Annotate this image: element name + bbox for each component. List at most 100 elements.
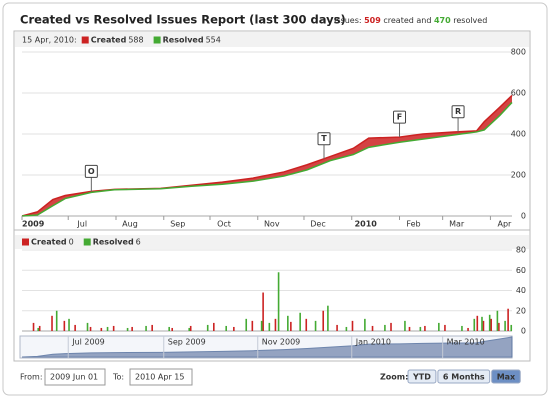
bar xyxy=(364,318,366,331)
bar xyxy=(498,322,500,331)
bar xyxy=(89,326,92,331)
x-tick-label: Sep xyxy=(170,220,185,229)
flag-label: F xyxy=(397,113,402,122)
bar xyxy=(287,315,289,331)
y-tick-label: 600 xyxy=(511,89,526,98)
zoom-label: Zoom: xyxy=(380,373,408,382)
y-tick-label: 0 xyxy=(521,327,526,336)
bar xyxy=(305,318,308,331)
bar xyxy=(171,327,174,331)
issues-summary: Issues: 509 created and 470 resolved xyxy=(334,16,487,25)
bar xyxy=(476,315,479,331)
bar xyxy=(488,314,491,331)
bar xyxy=(260,320,263,331)
bar xyxy=(510,324,513,331)
bar xyxy=(507,308,509,331)
x-tick-label: 2009 xyxy=(22,220,45,229)
bar xyxy=(51,315,53,331)
y-tick-label: 200 xyxy=(511,171,526,180)
series-line xyxy=(21,94,513,217)
zoom-button[interactable] xyxy=(437,369,491,384)
legend-name: Resolved xyxy=(93,238,134,247)
zoom-button[interactable] xyxy=(491,369,521,384)
bar xyxy=(74,324,76,331)
to-input[interactable] xyxy=(129,368,193,386)
legend-swatch xyxy=(81,36,89,44)
bar xyxy=(438,322,440,331)
bar xyxy=(490,318,492,331)
bar xyxy=(37,327,40,331)
bar xyxy=(314,320,317,331)
zoom-button-label: 6 Months xyxy=(443,373,485,382)
bar xyxy=(461,325,463,331)
summary-prefix: Issues: xyxy=(334,16,362,25)
legend-bar xyxy=(15,32,529,47)
bar xyxy=(384,324,386,331)
y-tick-label: 60 xyxy=(516,266,526,275)
bar xyxy=(68,318,70,331)
from-input[interactable] xyxy=(44,368,106,386)
x-tick-label: Feb xyxy=(406,220,420,229)
to-value: 2010 Apr 15 xyxy=(135,373,184,382)
bar xyxy=(467,327,469,331)
bar xyxy=(473,318,476,331)
bar xyxy=(168,326,170,331)
bar xyxy=(424,325,426,331)
bar xyxy=(274,318,277,331)
bar xyxy=(225,325,227,331)
bar xyxy=(86,322,89,331)
bar xyxy=(482,320,485,331)
zoom-button-label: Max xyxy=(497,373,516,382)
bar xyxy=(63,320,66,331)
bar xyxy=(371,325,374,331)
bar xyxy=(245,318,248,331)
bar xyxy=(481,316,483,331)
bar xyxy=(327,305,329,331)
navigator-label: Mar 2010 xyxy=(447,338,485,347)
bar xyxy=(206,324,209,331)
summary-suffix: resolved xyxy=(453,16,487,25)
y-tick-label: 800 xyxy=(511,48,526,57)
bar xyxy=(126,327,129,331)
x-tick-label: Oct xyxy=(217,220,231,229)
bar xyxy=(38,325,41,331)
bar xyxy=(277,272,280,331)
legend-name: Resolved xyxy=(163,36,204,45)
bar xyxy=(213,322,215,331)
legend-value: 554 xyxy=(206,36,221,45)
legend-swatch xyxy=(22,238,29,246)
bar xyxy=(408,326,411,331)
legend-name: Created xyxy=(31,238,67,247)
bar xyxy=(188,327,191,331)
flag-label: R xyxy=(455,107,461,116)
bar xyxy=(55,310,58,331)
legend-bar xyxy=(15,235,529,249)
from-value: 2009 Jun 01 xyxy=(50,373,98,382)
bar xyxy=(336,324,338,331)
bar xyxy=(131,326,133,331)
y-tick-label: 40 xyxy=(516,286,526,295)
x-tick-label: Mar xyxy=(449,220,465,229)
legend-value: 588 xyxy=(128,36,143,45)
x-tick-label: Aug xyxy=(122,220,138,229)
flag-box xyxy=(317,132,331,146)
bar xyxy=(290,321,292,331)
x-tick-label: Apr xyxy=(498,220,513,229)
bar xyxy=(419,326,422,331)
navigator-label: Jan 2010 xyxy=(355,338,391,347)
summary-resolved: 470 xyxy=(434,16,451,25)
bar xyxy=(299,312,301,331)
legend-date: 15 Apr, 2010: xyxy=(22,36,77,45)
chart-frame xyxy=(13,30,531,362)
bar xyxy=(351,320,354,331)
legend-value: 0 xyxy=(69,238,74,247)
bar xyxy=(189,325,192,331)
bar xyxy=(322,310,325,331)
y-tick-label: 80 xyxy=(516,246,526,255)
flag-box xyxy=(451,105,465,119)
flag-label: T xyxy=(321,134,327,143)
zoom-button[interactable] xyxy=(407,369,437,384)
navigator-label: Sep 2009 xyxy=(168,338,206,347)
flag-label: O xyxy=(88,167,95,176)
legend-name: Created xyxy=(91,36,127,45)
